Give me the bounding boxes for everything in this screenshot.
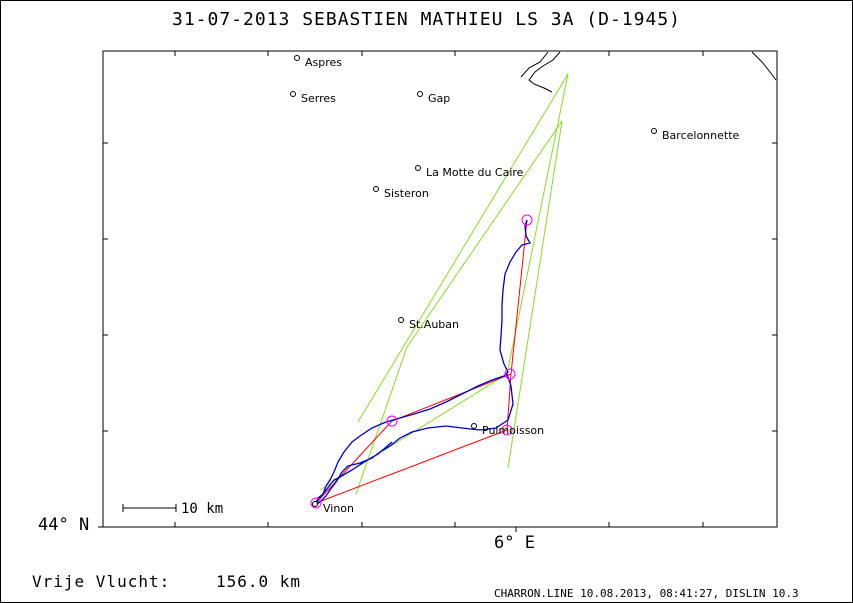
- turnpoint-marker: [504, 368, 516, 380]
- town-label: La Motte du Caire: [426, 166, 524, 179]
- town-label: Sisteron: [384, 187, 429, 200]
- distance-label: Vrije Vlucht:: [32, 572, 171, 591]
- town-st-auban: St.Auban: [398, 317, 459, 331]
- task-legs: [315, 219, 528, 504]
- town-aspres: Aspres: [294, 55, 342, 69]
- town-sisteron: Sisteron: [373, 186, 429, 200]
- turnpoint-markers: [310, 214, 533, 509]
- footer-info: CHARRON.LINE 10.08.2013, 08:41:27, DISLI…: [494, 587, 799, 600]
- left-ticks: [98, 142, 108, 528]
- scale-bar: [122, 504, 177, 512]
- town-label: Barcelonnette: [662, 129, 740, 142]
- town-barcelonnette: Barcelonnette: [651, 128, 740, 142]
- town-puimoisson: Puimoisson: [471, 423, 544, 437]
- town-serres: Serres: [290, 91, 336, 105]
- turnpoint-marker: [501, 424, 513, 436]
- bottom-ticks: [174, 522, 704, 532]
- town-label: Vinon: [323, 502, 354, 515]
- flight-track: [313, 219, 531, 507]
- coastline-outline: [520, 51, 777, 93]
- page-title: 31-07-2013 SEBASTIEN MATHIEU LS 3A (D-19…: [172, 9, 681, 30]
- town-label: Puimoisson: [482, 424, 544, 437]
- town-la-motte-du-caire: La Motte du Caire: [415, 165, 524, 179]
- map-frame: [102, 50, 778, 528]
- scale-bar-label: 10 km: [181, 501, 224, 517]
- distance-value: 156.0 km: [216, 572, 302, 591]
- turnpoint-marker: [386, 415, 398, 427]
- observation-sectors: [319, 73, 569, 495]
- town-label: Gap: [428, 92, 450, 105]
- town-gap: Gap: [417, 91, 450, 105]
- town-label: St.Auban: [409, 318, 459, 331]
- town-vinon: Vinon: [312, 501, 354, 515]
- turnpoint-marker: [310, 497, 322, 509]
- turnpoint-marker: [521, 214, 533, 226]
- latitude-label: 44° N: [38, 515, 90, 535]
- town-label: Aspres: [305, 56, 342, 69]
- right-ticks: [772, 142, 777, 432]
- towns: Aspres Serres Gap Barcelonnette La Motte…: [290, 55, 740, 515]
- top-ticks: [174, 51, 704, 56]
- longitude-label: 6° E: [494, 533, 535, 553]
- town-label: Serres: [301, 92, 336, 105]
